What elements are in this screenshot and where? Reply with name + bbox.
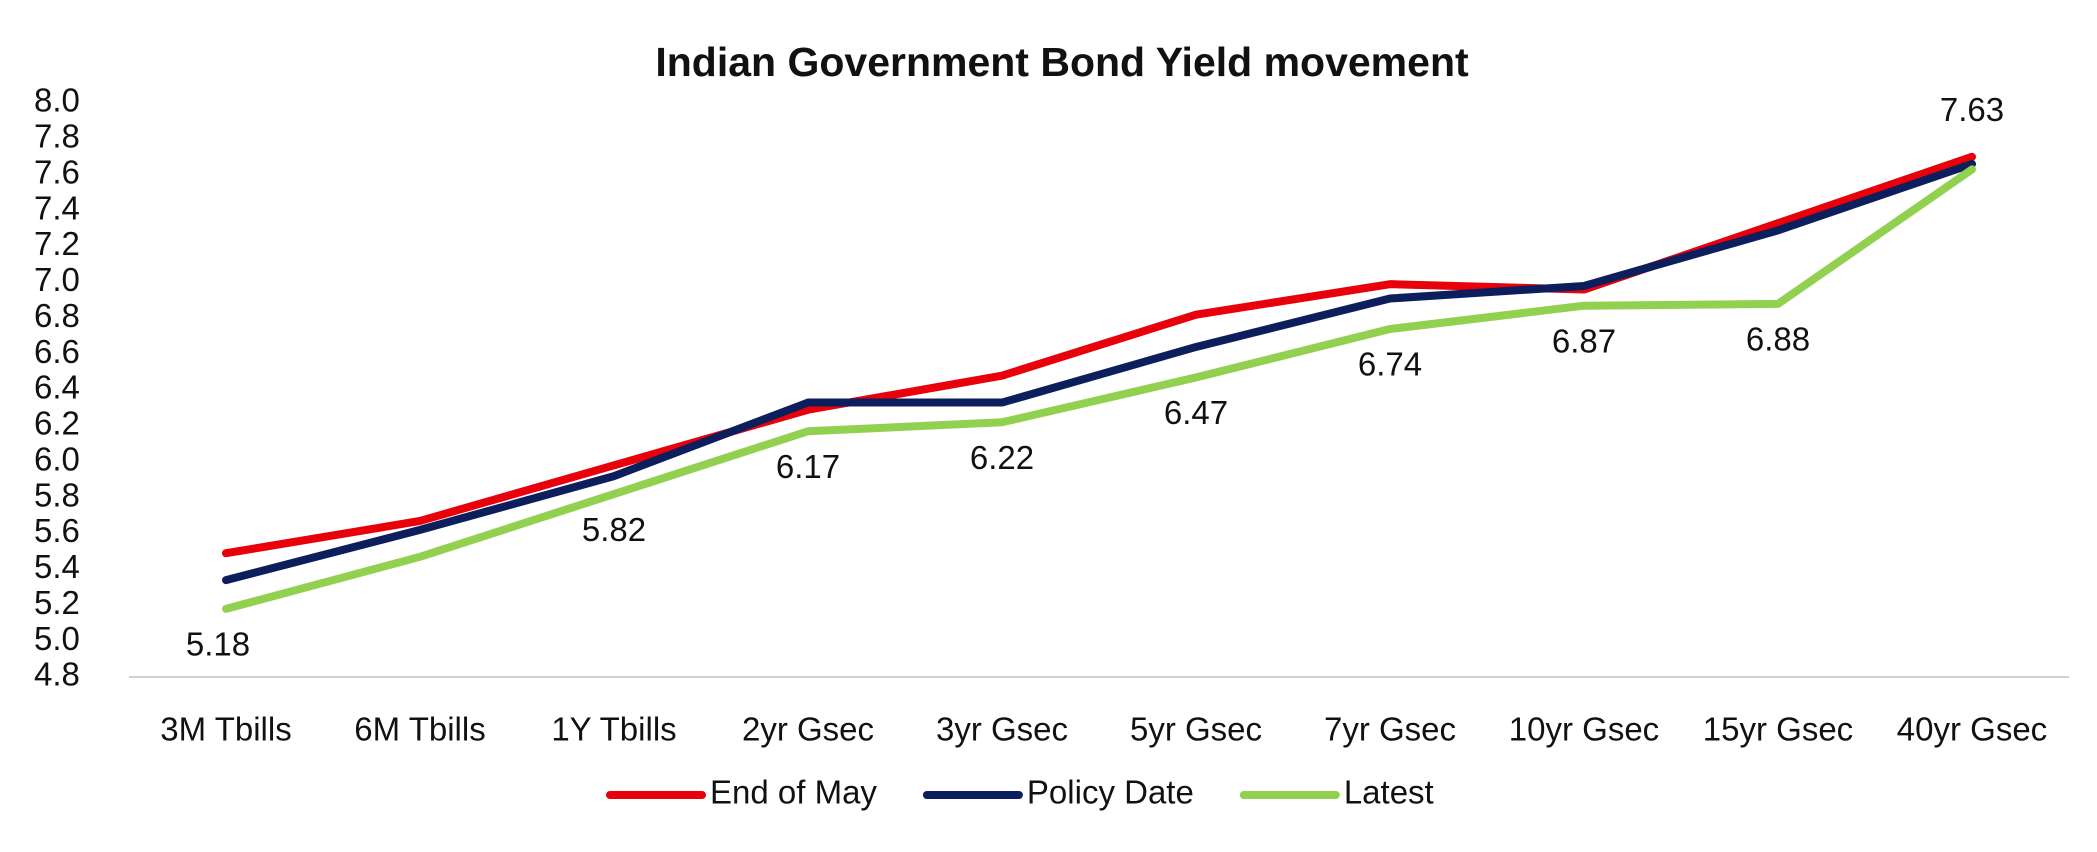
- legend-label: End of May: [710, 774, 877, 811]
- y-tick-label: 6.2: [34, 405, 80, 442]
- data-label: 6.74: [1358, 346, 1422, 383]
- y-tick-label: 7.2: [34, 225, 80, 262]
- data-label: 6.22: [970, 439, 1034, 476]
- x-tick-label: 7yr Gsec: [1324, 711, 1456, 748]
- x-tick-label: 3yr Gsec: [936, 711, 1068, 748]
- x-tick-label: 40yr Gsec: [1897, 711, 2047, 748]
- x-tick-label: 6M Tbills: [354, 711, 485, 748]
- y-tick-label: 7.8: [34, 118, 80, 155]
- series-line: [222, 165, 1976, 613]
- legend-label: Policy Date: [1027, 774, 1194, 811]
- series-line: [222, 152, 1976, 558]
- data-label: 6.47: [1164, 394, 1228, 431]
- x-tick-label: 15yr Gsec: [1703, 711, 1853, 748]
- data-label: 6.17: [776, 448, 840, 485]
- y-tick-label: 5.2: [34, 584, 80, 621]
- y-tick-label: 6.4: [34, 369, 80, 406]
- y-tick-label: 5.6: [34, 512, 80, 549]
- data-label: 7.63: [1940, 91, 2004, 128]
- y-tick-label: 4.8: [34, 656, 80, 693]
- y-tick-label: 8.0: [34, 82, 80, 119]
- data-label: 6.87: [1552, 322, 1616, 359]
- data-label: 5.82: [582, 511, 646, 548]
- x-tick-label: 2yr Gsec: [742, 711, 874, 748]
- y-tick-label: 5.8: [34, 476, 80, 513]
- y-tick-label: 7.6: [34, 153, 80, 190]
- y-tick-label: 5.0: [34, 620, 80, 657]
- series-line: [222, 159, 1976, 585]
- y-tick-label: 7.4: [34, 189, 80, 226]
- y-tick-label: 6.6: [34, 333, 80, 370]
- y-tick-label: 5.4: [34, 548, 80, 585]
- legend-label: Latest: [1344, 774, 1434, 811]
- data-label: 5.18: [186, 626, 250, 663]
- x-tick-label: 10yr Gsec: [1509, 711, 1659, 748]
- x-tick-label: 5yr Gsec: [1130, 711, 1262, 748]
- y-tick-label: 6.0: [34, 440, 80, 477]
- x-tick-label: 3M Tbills: [160, 711, 291, 748]
- chart-title: Indian Government Bond Yield movement: [655, 39, 1469, 85]
- y-tick-label: 7.0: [34, 261, 80, 298]
- data-label: 6.88: [1746, 321, 1810, 358]
- y-tick-label: 6.8: [34, 297, 80, 334]
- x-tick-label: 1Y Tbills: [551, 711, 676, 748]
